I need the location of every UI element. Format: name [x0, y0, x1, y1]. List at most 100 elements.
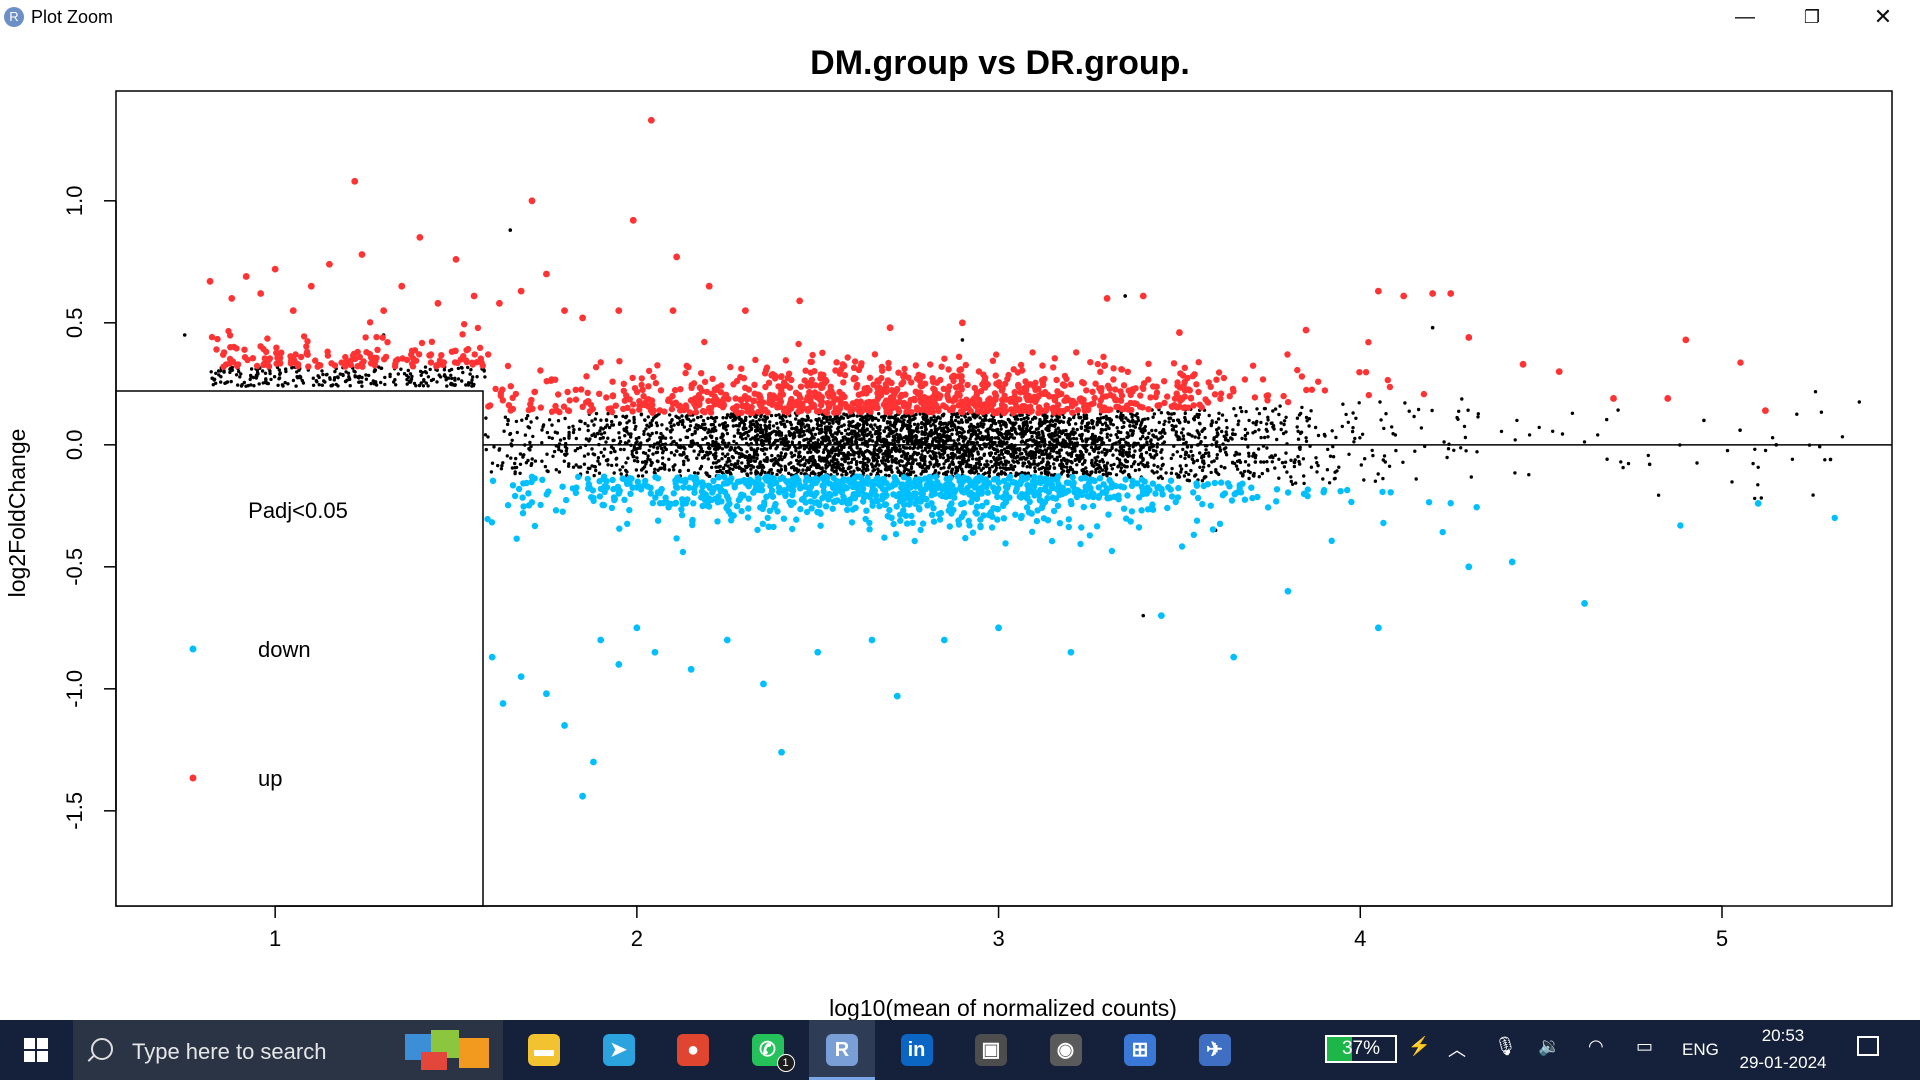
ns-point: [1299, 430, 1304, 434]
ns-point: [751, 419, 755, 423]
ns-point: [635, 456, 639, 460]
ns-point: [662, 463, 667, 467]
ns-point: [993, 451, 998, 456]
ns-point: [950, 432, 954, 436]
ns-point: [567, 425, 571, 430]
ns-point: [828, 418, 832, 422]
ns-point: [769, 413, 774, 418]
ns-point: [860, 452, 865, 457]
ns-point: [950, 428, 955, 432]
ns-point: [1015, 454, 1019, 459]
ns-point: [805, 437, 809, 441]
ns-point: [594, 468, 598, 473]
ns-point: [1060, 431, 1064, 436]
up-point: [572, 386, 579, 393]
ns-point: [921, 458, 925, 462]
ns-point: [383, 382, 387, 387]
ns-point: [1292, 464, 1297, 469]
ns-point: [678, 438, 682, 442]
ns-point: [640, 474, 645, 478]
ns-point: [721, 452, 725, 456]
ns-point: [941, 428, 946, 433]
ns-point: [1099, 431, 1103, 435]
ns-point: [249, 367, 254, 371]
ns-point: [1055, 455, 1060, 459]
ns-point: [728, 459, 732, 463]
ns-point: [1307, 424, 1311, 428]
ns-point: [941, 452, 945, 456]
ns-point: [602, 431, 607, 435]
ns-point: [670, 418, 674, 422]
ns-point: [901, 449, 905, 454]
up-point: [929, 378, 937, 386]
ns-point: [1130, 433, 1135, 437]
ns-point: [1382, 426, 1386, 431]
ns-point: [1200, 468, 1205, 473]
ns-point: [520, 418, 524, 422]
maximize-button[interactable]: ❐: [1803, 7, 1821, 27]
ns-point: [1096, 416, 1100, 421]
ns-point: [1139, 461, 1143, 465]
ns-point: [1309, 409, 1313, 413]
ns-point: [1013, 427, 1017, 432]
up-point: [912, 362, 919, 369]
ns-point: [1098, 459, 1102, 464]
ns-point: [508, 432, 512, 437]
ns-point: [842, 412, 846, 416]
ns-point: [972, 471, 977, 475]
ns-point: [853, 430, 857, 434]
ns-point: [1025, 429, 1029, 434]
ns-point: [830, 467, 834, 471]
ns-point: [976, 450, 980, 454]
ns-point: [899, 428, 903, 432]
ns-point: [521, 455, 525, 459]
ns-point: [1061, 420, 1066, 424]
ns-point: [912, 445, 917, 450]
ns-point: [1476, 415, 1480, 419]
up-point: [1054, 388, 1061, 395]
ns-point: [1160, 448, 1164, 452]
ns-point: [649, 463, 653, 467]
ns-point: [765, 425, 769, 429]
ns-point: [731, 418, 735, 423]
ns-point: [699, 464, 704, 469]
ns-point: [348, 377, 352, 382]
ns-point: [1159, 411, 1164, 415]
ns-point: [590, 433, 594, 438]
ns-point: [777, 413, 781, 417]
ns-point: [960, 420, 964, 424]
ns-point: [634, 424, 638, 429]
ns-point: [847, 432, 851, 436]
ns-point: [1430, 408, 1434, 413]
ns-point: [1204, 448, 1208, 452]
ns-point: [950, 460, 954, 464]
ns-point: [1253, 429, 1257, 434]
ns-point: [684, 455, 688, 460]
ns-point: [871, 427, 875, 431]
close-button[interactable]: ✕: [1873, 4, 1893, 29]
up-point: [1217, 395, 1224, 402]
ns-point: [618, 468, 622, 472]
ns-point: [854, 423, 858, 428]
ns-point: [353, 375, 357, 379]
ns-point: [1147, 431, 1151, 435]
ns-point: [1244, 409, 1248, 414]
ns-point: [661, 449, 665, 453]
ns-point: [926, 418, 930, 422]
ns-point: [388, 374, 392, 379]
ns-point: [1363, 457, 1367, 461]
up-point: [1014, 406, 1022, 414]
ns-point: [632, 454, 636, 459]
ns-point: [1027, 461, 1032, 465]
ns-point: [586, 428, 590, 433]
up-point: [620, 405, 627, 413]
ns-point: [932, 431, 936, 436]
up-point: [958, 373, 965, 380]
up-point: [1190, 402, 1197, 409]
ns-point: [1126, 454, 1130, 458]
ns-point: [1407, 409, 1411, 413]
ns-point: [706, 453, 710, 457]
minimize-button[interactable]: —: [1735, 6, 1755, 28]
ns-point: [678, 469, 682, 473]
ns-point: [627, 439, 631, 443]
